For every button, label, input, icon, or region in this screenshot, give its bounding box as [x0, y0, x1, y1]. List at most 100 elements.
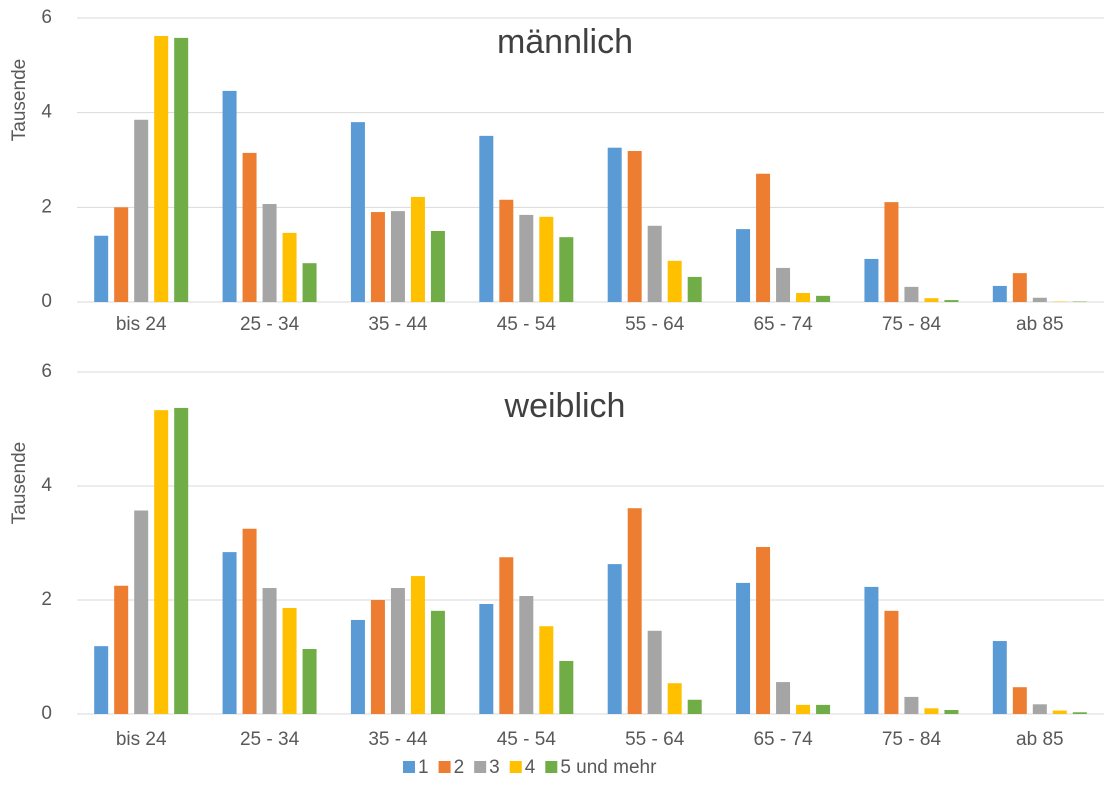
bar: [992, 285, 1007, 302]
bar: [904, 286, 919, 302]
bar: [499, 557, 514, 714]
bar: [667, 260, 682, 302]
legend-label: 4: [525, 757, 536, 778]
bar: [776, 682, 791, 714]
bar: [1032, 297, 1047, 302]
bar: [924, 298, 939, 302]
bar: [944, 710, 959, 714]
y-tick-label: 0: [41, 703, 52, 724]
bar: [222, 552, 237, 714]
bar: [687, 276, 702, 302]
x-tick-label: 55 - 64: [625, 729, 685, 750]
x-tick-label: 55 - 64: [625, 314, 685, 335]
bar: [607, 147, 622, 302]
bar: [864, 586, 879, 714]
bar: [992, 641, 1007, 714]
x-tick-label: 35 - 44: [368, 314, 428, 335]
x-tick-label: 75 - 84: [882, 314, 942, 335]
bar: [1012, 687, 1027, 714]
bar: [864, 258, 879, 302]
bar: [667, 683, 682, 714]
x-tick-label: bis 24: [116, 729, 167, 750]
y-axis-label: Tausende: [9, 442, 30, 524]
bar: [539, 216, 554, 302]
legend-label: 5 und mehr: [560, 757, 657, 778]
bar: [350, 122, 365, 302]
y-axis-label: Tausende: [9, 59, 30, 141]
bar: [559, 237, 574, 302]
x-tick-label: 35 - 44: [368, 729, 428, 750]
bar: [154, 410, 169, 714]
bar: [647, 225, 662, 302]
bar: [756, 173, 771, 302]
x-tick-label: 45 - 54: [497, 729, 557, 750]
bar: [390, 588, 405, 714]
bar: [816, 704, 831, 714]
x-tick-label: ab 85: [1016, 729, 1064, 750]
bar: [114, 207, 129, 302]
y-tick-label: 2: [41, 196, 52, 217]
bar: [479, 603, 494, 714]
bar: [687, 699, 702, 714]
x-tick-label: 45 - 54: [497, 314, 557, 335]
bar: [924, 708, 939, 714]
x-tick-label: 25 - 34: [240, 729, 300, 750]
bar: [350, 619, 365, 714]
bar: [370, 600, 385, 714]
bar: [607, 564, 622, 714]
bar: [134, 510, 149, 714]
bar: [174, 407, 189, 714]
bar: [816, 295, 831, 302]
bar: [1012, 273, 1027, 302]
bar: [884, 202, 899, 302]
legend-label: 2: [454, 757, 465, 778]
bar: [884, 610, 899, 714]
bar: [904, 696, 919, 714]
bar: [430, 610, 445, 714]
bar: [539, 626, 554, 714]
bar: [479, 135, 494, 302]
x-tick-label: 65 - 74: [753, 729, 813, 750]
chart-title: männlich: [497, 23, 633, 61]
bar: [1052, 710, 1067, 714]
bar: [370, 212, 385, 302]
legend-label: 3: [489, 757, 500, 778]
y-tick-label: 0: [41, 291, 52, 312]
bar: [410, 576, 425, 714]
y-tick-label: 6: [41, 7, 52, 28]
bar: [154, 35, 169, 303]
x-tick-label: 25 - 34: [240, 314, 300, 335]
bar: [302, 263, 317, 302]
bar: [222, 90, 237, 302]
x-tick-label: 65 - 74: [753, 314, 813, 335]
bar: [1032, 704, 1047, 714]
bar: [1072, 712, 1087, 714]
x-tick-label: bis 24: [116, 314, 167, 335]
bar: [756, 546, 771, 714]
bar: [282, 232, 297, 302]
bar: [410, 196, 425, 302]
bar: [736, 229, 751, 302]
bar: [796, 704, 811, 714]
bar: [776, 267, 791, 302]
bar: [430, 231, 445, 302]
legend-swatch: [545, 761, 558, 773]
bar: [262, 204, 277, 302]
bar: [242, 152, 257, 302]
bar: [302, 649, 317, 714]
bar: [134, 119, 149, 303]
bar: [559, 660, 574, 714]
y-tick-label: 4: [41, 475, 52, 496]
x-tick-label: ab 85: [1016, 314, 1064, 335]
legend-swatch: [438, 761, 451, 773]
bar: [796, 293, 811, 302]
legend-swatch: [403, 761, 415, 773]
bar: [627, 151, 642, 302]
legend-label: 1: [418, 757, 429, 778]
chart-title: weiblich: [504, 387, 626, 425]
bar: [262, 588, 277, 714]
bar: [242, 528, 257, 714]
bar: [282, 607, 297, 714]
bar: [174, 37, 189, 302]
